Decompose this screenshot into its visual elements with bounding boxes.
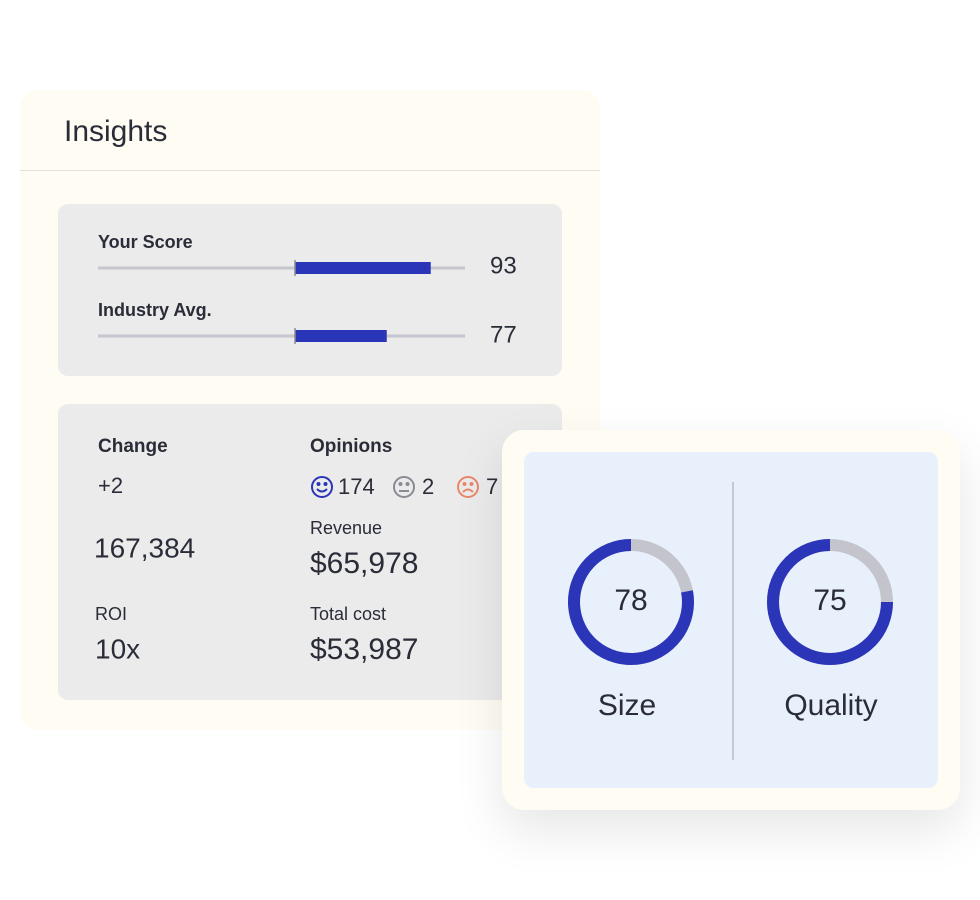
stat-value: 167,384 (94, 532, 195, 563)
score-label: Industry Avg. (98, 300, 212, 320)
stat-label: Revenue (310, 518, 382, 538)
stats-panel (58, 404, 562, 700)
score-bar (295, 330, 387, 342)
stat-label: Total cost (310, 604, 386, 624)
card-title: Insights (64, 115, 167, 148)
donut-value: 78 (614, 584, 647, 617)
score-panel (58, 204, 562, 376)
donut-label: Quality (784, 689, 877, 722)
header-divider (20, 170, 600, 171)
donut-panel (524, 452, 938, 788)
score-label: Your Score (98, 232, 193, 252)
opinion-count: 7 (486, 474, 498, 499)
stat-label: Change (98, 436, 168, 457)
donut-label: Size (598, 689, 656, 722)
sad-icon (457, 476, 479, 498)
score-value: 77 (490, 321, 517, 348)
donut-card: 78 Size 75 Quality (502, 430, 960, 810)
stat-label: Opinions (310, 436, 392, 457)
stat-value: $65,978 (310, 547, 418, 580)
neutral-icon (393, 476, 415, 498)
happy-icon (311, 476, 333, 498)
donut-arc (568, 539, 694, 665)
donut-arc (767, 539, 893, 665)
donut-value: 75 (813, 584, 846, 617)
opinion-count: 2 (422, 474, 434, 499)
opinion-count: 174 (338, 474, 375, 499)
score-bar (295, 262, 431, 274)
donut-content: 78 Size 75 Quality (568, 482, 893, 760)
stat-value: $53,987 (310, 633, 418, 666)
stat-label: ROI (95, 604, 127, 624)
stat-value: 10x (95, 633, 140, 664)
score-value: 93 (490, 252, 517, 279)
stat-value: +2 (98, 473, 123, 498)
